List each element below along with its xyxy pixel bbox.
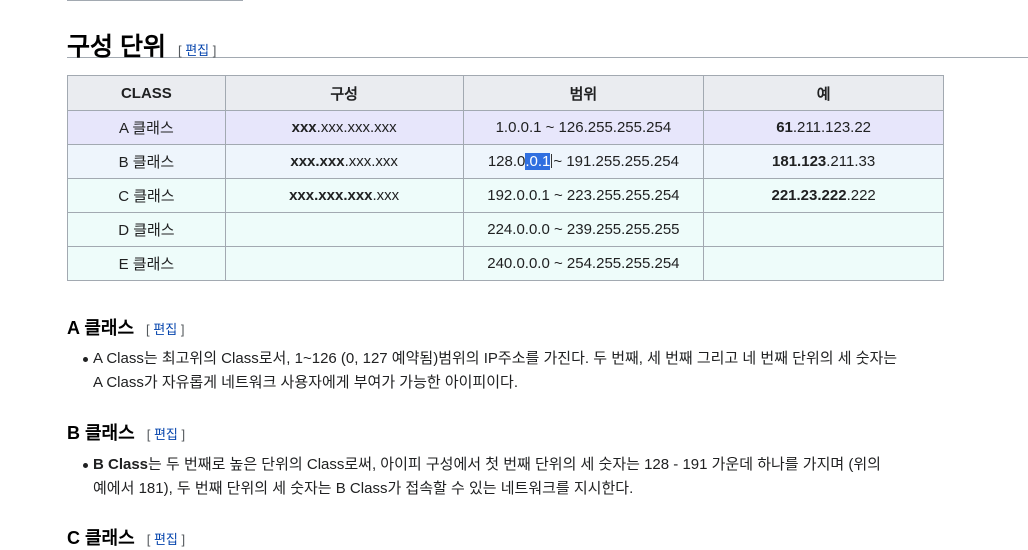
top-divider (67, 0, 243, 1)
cell-range: 1.0.0.1 ~ 126.255.255.254 (462, 110, 705, 145)
list-item: A Class는 최고위의 Class로서, 1~126 (0, 127 예약됨… (80, 347, 1028, 395)
cell-class: C 클래스 (67, 178, 226, 213)
list-item: B Class는 두 번째로 높은 단위의 Class로써, 아이피 구성에서 … (80, 453, 1028, 501)
table-row: B 클래스 xxx.xxx.xxx.xxx 128.0.0.1 ~ 191.255… (67, 144, 944, 179)
text-selection: .0.1 (525, 153, 551, 170)
cell-form: xxx.xxx.xxx.xxx (224, 178, 464, 213)
subsection-c-edit-link[interactable]: 편집 (153, 532, 178, 547)
cell-form: xxx.xxx.xxx.xxx (224, 110, 464, 145)
table-row: E 클래스 240.0.0.0 ~ 254.255.255.254 (67, 246, 944, 281)
cell-example: 61.211.123.22 (703, 110, 944, 145)
subsection-heading-b: B 클래스[ 편집 ] (67, 423, 186, 443)
table-row: C 클래스 xxx.xxx.xxx.xxx 192.0.0.1 ~ 223.25… (67, 178, 944, 213)
section-heading: 구성 단위 [ 편집 ] (67, 27, 1028, 61)
cell-example: 181.123.211.33 (703, 144, 944, 179)
subsection-b-edit-link[interactable]: 편집 (153, 427, 178, 442)
header-class: CLASS (67, 75, 226, 111)
cell-range: 192.0.0.1 ~ 223.255.255.254 (462, 178, 705, 213)
section-edit-link[interactable]: 편집 (185, 43, 210, 58)
cell-example: 221.23.222.222 (703, 178, 944, 213)
cell-form (224, 246, 464, 281)
subsection-b-text: B Class는 두 번째로 높은 단위의 Class로써, 아이피 구성에서 … (80, 453, 1028, 501)
cell-example (703, 246, 944, 281)
header-range: 범위 (462, 75, 705, 111)
cell-class: E 클래스 (67, 246, 226, 281)
text-cursor-icon (551, 154, 553, 168)
cell-range: 240.0.0.0 ~ 254.255.255.254 (462, 246, 705, 281)
subsection-heading-c: C 클래스[ 편집 ] (67, 528, 186, 548)
table-row: A 클래스 xxx.xxx.xxx.xxx 1.0.0.1 ~ 126.255.… (67, 110, 944, 145)
cell-example (703, 212, 944, 247)
cell-class: B 클래스 (67, 144, 226, 179)
cell-class: A 클래스 (67, 110, 226, 145)
subsection-a-text: A Class는 최고위의 Class로서, 1~126 (0, 127 예약됨… (80, 347, 1028, 395)
table-row: D 클래스 224.0.0.0 ~ 239.255.255.255 (67, 212, 944, 247)
subsection-a-edit-link[interactable]: 편집 (153, 322, 178, 337)
cell-form (224, 212, 464, 247)
section-title: 구성 단위 (67, 33, 166, 61)
header-form: 구성 (224, 75, 464, 111)
cell-class: D 클래스 (67, 212, 226, 247)
subsection-heading-a: A 클래스[ 편집 ] (67, 318, 185, 338)
ip-class-table: CLASS 구성 범위 예 A 클래스 xxx.xxx.xxx.xxx 1.0.… (67, 75, 944, 281)
cell-form: xxx.xxx.xxx.xxx (224, 144, 464, 179)
table-header-row: CLASS 구성 범위 예 (67, 75, 944, 111)
header-example: 예 (703, 75, 944, 111)
cell-range[interactable]: 128.0.0.1 ~ 191.255.255.254 (462, 144, 705, 179)
section-edit: [ 편집 ] (177, 43, 217, 58)
cell-range: 224.0.0.0 ~ 239.255.255.255 (462, 212, 705, 247)
